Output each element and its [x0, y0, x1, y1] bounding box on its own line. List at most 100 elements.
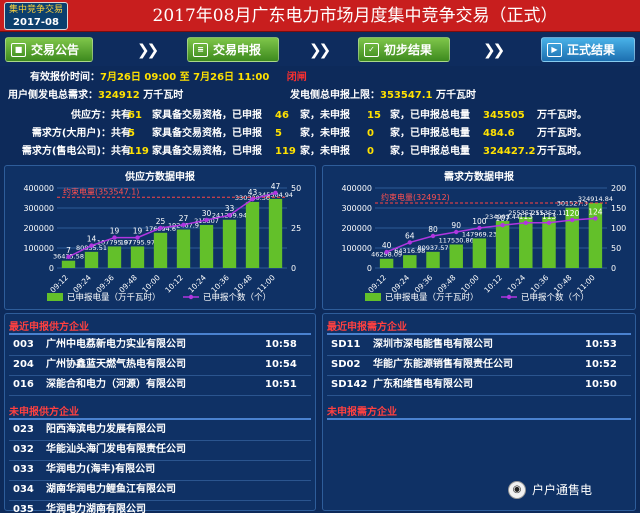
legend-line-marker: [188, 294, 194, 300]
recent-demanders-title: 最近申报需方企业: [327, 322, 407, 333]
step-preliminary-button[interactable]: ✓ 初步结果: [358, 37, 450, 62]
row-t3: 家，已申报总电量: [390, 128, 470, 139]
count-point: [407, 240, 412, 245]
bar: [222, 219, 237, 268]
supply-chart-panel: 供应方数据申报 40000030000020000010000005025036…: [4, 165, 316, 310]
row-t1: 家具备交易资格，已申报: [152, 128, 262, 139]
count-point: [135, 235, 140, 240]
step-final-button[interactable]: ▶ 正式结果: [541, 37, 635, 62]
list-item[interactable]: 016 深能合和电力（河源）有限公司 10:51: [13, 376, 309, 394]
row-divider: [327, 375, 631, 376]
list-item[interactable]: 034 湖南华润电力鲤鱼江有限公司: [13, 481, 309, 499]
list-item[interactable]: SD142 广东和维售电有限公司 10:50: [331, 376, 629, 394]
count-series-line: [68, 192, 276, 258]
step-announcement-button[interactable]: ■ 交易公告: [5, 37, 93, 62]
bar: [61, 260, 76, 268]
y-tick-label: 0: [367, 264, 372, 273]
x-tick-label: 10:00: [140, 273, 162, 295]
recent-suppliers-title: 最近申报供方企业: [9, 322, 89, 333]
list-item[interactable]: 003 广州中电荔新电力实业有限公司 10:58: [13, 336, 309, 354]
bar-data-label: 301527.3: [557, 200, 588, 208]
divider: [9, 418, 311, 420]
bar-data-label: 107795.97: [97, 238, 132, 246]
row-t2: 家，未申报: [300, 128, 350, 139]
y-tick-label: 400000: [341, 184, 372, 193]
count-point: [89, 243, 94, 248]
announcement-icon: ■: [11, 43, 26, 57]
chevron-right-icon: ❯❯: [309, 41, 331, 59]
bar-data-label: 255357.11: [531, 209, 566, 217]
reference-label: 约束电量(324912): [381, 192, 450, 202]
divider: [327, 333, 631, 335]
document-icon: ≡: [193, 43, 208, 57]
row-divider: [9, 395, 311, 396]
bar: [472, 238, 487, 268]
x-tick-label: 10:48: [232, 273, 254, 295]
bar: [84, 251, 99, 268]
watermark: ◉ 户户通售电: [508, 475, 638, 505]
supplier-panel: 最近申报供方企业 003 广州中电荔新电力实业有限公司 10:58 204 广州协鑫蓝天…: [4, 313, 316, 513]
y-tick-label: 300000: [341, 204, 372, 213]
count-data-label: 100: [472, 217, 487, 226]
supply-row: 发电侧总申报上限：353547.1 万千瓦时: [290, 88, 476, 104]
declare-time: 10:58: [265, 339, 297, 350]
bar: [107, 246, 122, 268]
bar: [542, 216, 556, 268]
reference-label: 约束电量(353547.1): [63, 186, 139, 196]
row-declared: 119: [275, 146, 296, 157]
count-data-label: 64: [405, 231, 415, 240]
company-code: 034: [13, 484, 34, 495]
count-point: [66, 254, 71, 259]
list-item[interactable]: 035 华润电力湖南有限公司: [13, 501, 309, 513]
bar-data-label: 324914.84: [578, 195, 613, 203]
row-divider: [9, 375, 311, 376]
count-data-label: 113: [519, 212, 534, 221]
count-point: [593, 216, 598, 221]
row-unit: 万千瓦时。: [537, 128, 587, 139]
bar-data-label: 80835.51: [76, 244, 107, 252]
bar-data-label: 64316.98: [394, 247, 425, 255]
demand-label: 用户侧发电总需求：: [8, 90, 98, 101]
count-data-label: 43: [248, 188, 258, 197]
company-code: SD142: [331, 379, 368, 390]
list-item[interactable]: 033 华润电力(海丰)有限公司: [13, 461, 309, 479]
demand-chart: 400000 300000 200000 100000 0 200 150 100 50 0 462…: [341, 184, 626, 303]
demand-row: 用户侧发电总需求：324912 万千瓦时: [8, 88, 183, 104]
count-point: [158, 225, 163, 231]
company-code: 033: [13, 464, 34, 475]
company-name: 华能广东能源销售有限责任公司: [373, 359, 513, 370]
list-item[interactable]: 204 广州协鑫蓝天燃气热电有限公司 10:54: [13, 356, 309, 374]
list-item[interactable]: SD02 华能广东能源销售有限责任公司 10:52: [331, 356, 629, 374]
row-label: 需求方(大用户)：共有: [31, 128, 131, 139]
result-icon: ▶: [547, 43, 562, 57]
count-data-label: 7: [66, 246, 71, 255]
row-undeclared: 0: [367, 146, 374, 157]
bar: [268, 198, 283, 268]
y-tick-label: 100000: [23, 244, 54, 253]
row-count: 5: [128, 128, 135, 139]
count-data-label: 19: [110, 227, 120, 236]
check-icon: ✓: [364, 43, 379, 57]
row-t1: 家具备交易资格，已申报: [152, 110, 262, 121]
row-declared: 46: [275, 110, 289, 121]
row-divider: [327, 355, 631, 356]
step-declare-button[interactable]: ≡ 交易申报: [187, 37, 279, 62]
count-point: [477, 225, 482, 231]
company-code: 003: [13, 339, 34, 350]
undeclared-suppliers-title: 未申报供方企业: [9, 407, 79, 418]
company-name: 华能汕头海门发电有限责任公司: [46, 444, 186, 455]
company-name: 深圳市深电能售电有限公司: [373, 339, 493, 350]
divider: [9, 333, 311, 335]
list-item[interactable]: 032 华能汕头海门发电有限责任公司: [13, 441, 309, 459]
x-tick-label: 09:48: [436, 273, 458, 295]
y2-tick-label: 25: [291, 224, 301, 233]
list-item[interactable]: SD11 深圳市深电能售电有限公司 10:53: [331, 336, 629, 354]
count-data-label: 80: [428, 225, 438, 234]
bar: [565, 207, 579, 268]
list-item[interactable]: 023 阳西海滨电力发展有限公司: [13, 421, 309, 439]
company-name: 广东和维售电有限公司: [373, 379, 473, 390]
chevron-right-icon: ❯❯: [137, 41, 159, 59]
y-tick-label: 0: [49, 264, 54, 273]
row-divider: [9, 480, 311, 481]
count-data-label: 27: [179, 214, 189, 223]
